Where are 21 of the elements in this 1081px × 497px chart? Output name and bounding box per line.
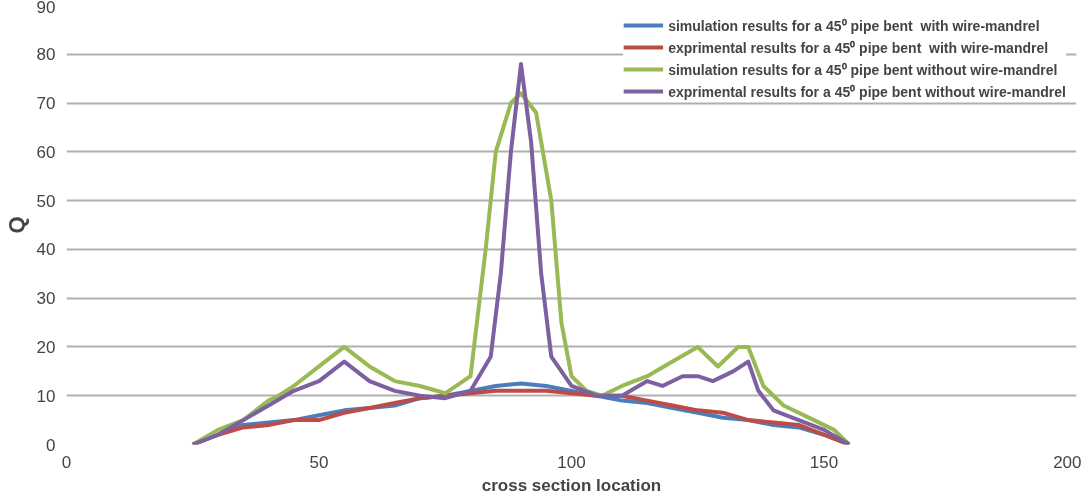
x-tick-label: 200	[1053, 452, 1081, 472]
x-tick-label: 150	[809, 452, 839, 472]
legend-label: simulation results for a 45⁰ pipe bent without wire-mandrel	[668, 60, 1058, 79]
x-axis-title: cross section location	[481, 475, 662, 495]
x-tick-label: 50	[309, 452, 329, 472]
y-tick-label: 60	[36, 142, 56, 162]
y-tick-label: 50	[36, 191, 56, 211]
y-tick-label: 90	[36, 0, 56, 17]
legend-label: exprimental results for a 45⁰ pipe bent without wire-mandrel	[668, 82, 1066, 101]
y-tick-label: 70	[36, 94, 56, 114]
y-tick-label: 30	[36, 289, 56, 309]
y-tick-label: 20	[36, 337, 56, 357]
legend-label: simulation results for a 45⁰ pipe bent with wire-mandrel	[668, 16, 1040, 35]
x-tick-label: 100	[557, 452, 586, 472]
y-tick-label: 10	[36, 386, 56, 406]
legend-label: exprimental results for a 45⁰ pipe bent with wire-mandrel	[668, 38, 1049, 57]
y-tick-label: 80	[36, 45, 56, 65]
y-tick-label: 0	[46, 435, 56, 455]
y-tick-label: 40	[36, 240, 56, 260]
y-axis-title: Q	[3, 216, 29, 234]
x-tick-label: 0	[61, 452, 72, 472]
